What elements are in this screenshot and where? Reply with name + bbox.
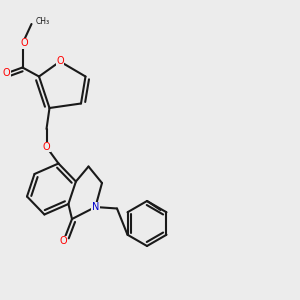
Text: O: O <box>56 56 64 67</box>
Text: O: O <box>20 38 28 49</box>
Text: N: N <box>92 202 99 212</box>
Text: O: O <box>59 236 67 247</box>
Text: CH₃: CH₃ <box>36 17 50 26</box>
Text: O: O <box>43 142 50 152</box>
Text: O: O <box>2 68 10 78</box>
